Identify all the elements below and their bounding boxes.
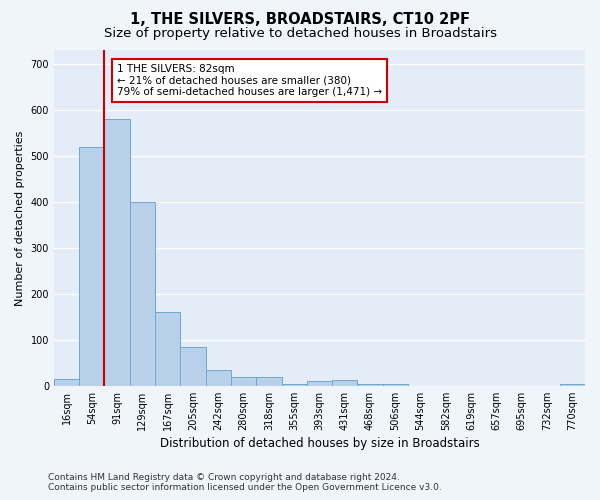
Text: Contains HM Land Registry data © Crown copyright and database right 2024.
Contai: Contains HM Land Registry data © Crown c… — [48, 473, 442, 492]
Bar — [332, 380, 358, 386]
Bar — [54, 379, 79, 386]
Bar — [130, 202, 155, 386]
Bar — [307, 381, 332, 386]
X-axis label: Distribution of detached houses by size in Broadstairs: Distribution of detached houses by size … — [160, 437, 479, 450]
Text: Size of property relative to detached houses in Broadstairs: Size of property relative to detached ho… — [104, 28, 497, 40]
Bar — [181, 346, 206, 386]
Bar — [383, 384, 408, 386]
Bar — [155, 312, 181, 386]
Bar — [231, 376, 256, 386]
Bar — [560, 384, 585, 386]
Text: 1, THE SILVERS, BROADSTAIRS, CT10 2PF: 1, THE SILVERS, BROADSTAIRS, CT10 2PF — [130, 12, 470, 28]
Bar — [206, 370, 231, 386]
Bar — [358, 384, 383, 386]
Bar — [79, 146, 104, 386]
Bar — [256, 376, 281, 386]
Bar — [281, 384, 307, 386]
Y-axis label: Number of detached properties: Number of detached properties — [15, 130, 25, 306]
Bar — [104, 119, 130, 386]
Text: 1 THE SILVERS: 82sqm
← 21% of detached houses are smaller (380)
79% of semi-deta: 1 THE SILVERS: 82sqm ← 21% of detached h… — [117, 64, 382, 97]
